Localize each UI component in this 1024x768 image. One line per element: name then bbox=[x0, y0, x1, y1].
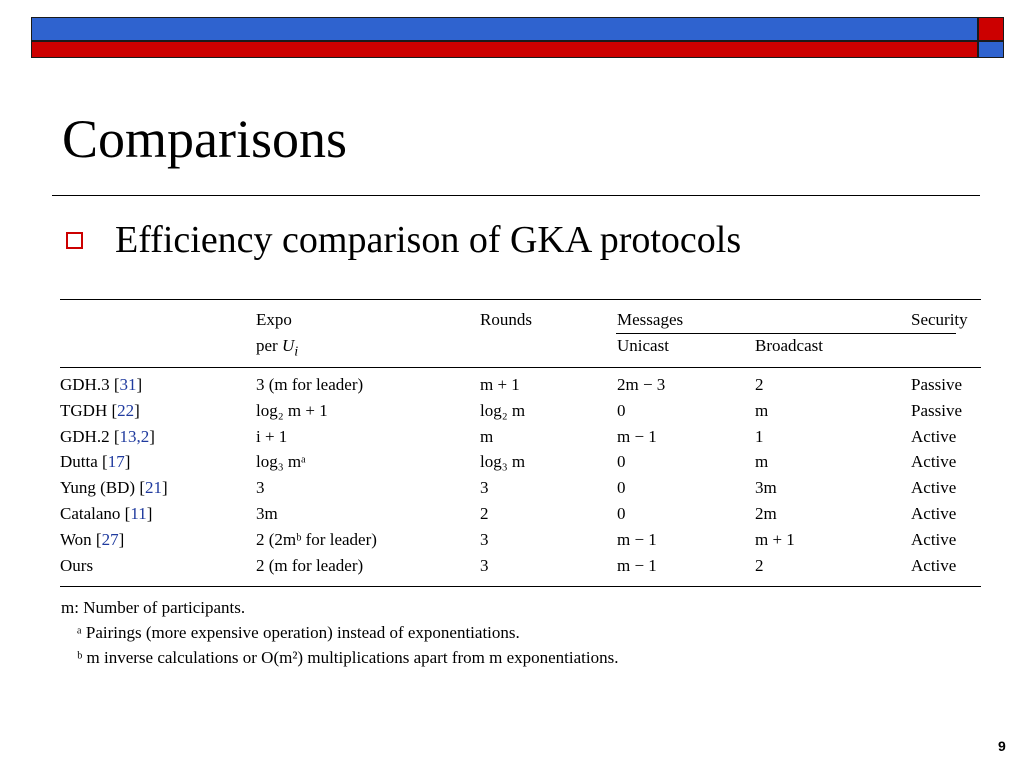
row-unicast: 0 bbox=[617, 400, 626, 420]
reference-link[interactable]: 11 bbox=[130, 504, 147, 523]
row-rounds: 3 bbox=[480, 529, 489, 549]
row-broadcast: m + 1 bbox=[755, 529, 795, 549]
row-expo: 2 (2mᵇ for leader) bbox=[256, 529, 377, 549]
row-unicast: 0 bbox=[617, 504, 626, 523]
footnote-a: ᵃ Pairings (more expensive operation) in… bbox=[77, 623, 520, 642]
protocol-bracket: ] bbox=[134, 400, 140, 420]
row-broadcast: 2 bbox=[755, 375, 764, 394]
row-broadcast: 3m bbox=[755, 478, 777, 498]
protocol-bracket: ] bbox=[162, 478, 168, 498]
protocol-name: GDH.3 [ bbox=[60, 375, 120, 394]
footnote-m: m: Number of participants. bbox=[61, 598, 246, 617]
row-rounds: log₃ m bbox=[480, 452, 526, 472]
protocol-bracket: ] bbox=[136, 375, 143, 394]
header-expo-sub-prefix: per bbox=[256, 336, 282, 355]
table-bottom-rule bbox=[60, 586, 981, 587]
row-expo: log₃ mᵃ bbox=[256, 452, 306, 472]
row-unicast: m − 1 bbox=[617, 529, 657, 549]
row-security: Active bbox=[911, 504, 957, 523]
header-expo-sub: per Ui bbox=[256, 336, 298, 361]
reference-link[interactable]: 17 bbox=[107, 452, 125, 472]
row-security: Active bbox=[911, 452, 957, 472]
header-bar-red bbox=[31, 41, 978, 58]
header-square-red bbox=[978, 17, 1004, 41]
header-security: Security bbox=[911, 310, 968, 329]
row-unicast: m − 1 bbox=[617, 426, 657, 446]
header-square-blue bbox=[978, 41, 1004, 58]
row-protocol: GDH.3 [31] bbox=[60, 375, 142, 395]
row-rounds: 3 bbox=[480, 555, 489, 575]
protocol-name: Won [ bbox=[60, 529, 102, 549]
row-protocol: Yung (BD) [21] bbox=[60, 478, 168, 498]
header-expo-sub-index: i bbox=[294, 343, 299, 360]
protocol-bracket: ] bbox=[118, 529, 125, 549]
row-broadcast: 2m bbox=[755, 504, 777, 523]
row-security: Active bbox=[911, 426, 957, 446]
row-broadcast: m bbox=[755, 400, 769, 420]
header-expo: Expo bbox=[256, 310, 292, 329]
row-unicast: m − 1 bbox=[617, 555, 657, 575]
row-security: Active bbox=[911, 478, 957, 498]
header-bar-blue bbox=[31, 17, 978, 41]
row-broadcast: 1 bbox=[755, 426, 764, 446]
row-unicast: 2m − 3 bbox=[617, 375, 666, 394]
protocol-name: Ours bbox=[60, 555, 94, 575]
row-expo: 3m bbox=[256, 504, 278, 523]
row-expo: log₂ m + 1 bbox=[256, 400, 328, 420]
header-rounds: Rounds bbox=[480, 310, 532, 329]
row-rounds: m + 1 bbox=[480, 375, 520, 394]
protocol-name: GDH.2 [ bbox=[60, 426, 120, 446]
row-expo: i + 1 bbox=[256, 426, 288, 446]
row-rounds: 2 bbox=[480, 504, 489, 523]
header-expo-sub-var: U bbox=[281, 336, 295, 355]
messages-underline bbox=[616, 333, 956, 334]
header-broadcast: Broadcast bbox=[755, 336, 823, 355]
row-expo: 3 (m for leader) bbox=[256, 375, 364, 394]
slide-title: Comparisons bbox=[62, 109, 348, 169]
row-security: Active bbox=[911, 555, 957, 575]
row-protocol: Ours bbox=[60, 556, 93, 576]
header-messages: Messages bbox=[617, 310, 684, 329]
row-protocol: TGDH [22] bbox=[60, 401, 140, 421]
protocol-name: Catalano [ bbox=[60, 504, 131, 523]
footnote-b: ᵇ m inverse calculations or O(m²) multip… bbox=[77, 648, 619, 667]
reference-link[interactable]: 31 bbox=[119, 375, 137, 394]
row-protocol: GDH.2 [13,2] bbox=[60, 427, 155, 447]
protocol-name: Dutta [ bbox=[60, 452, 108, 472]
table-top-rule bbox=[60, 299, 981, 300]
reference-link[interactable]: 13,2 bbox=[119, 426, 150, 446]
reference-link[interactable]: 27 bbox=[101, 529, 119, 549]
header-unicast: Unicast bbox=[617, 336, 669, 355]
page-number: 9 bbox=[998, 738, 1006, 754]
title-divider bbox=[52, 195, 980, 196]
row-broadcast: m bbox=[755, 452, 769, 472]
row-unicast: 0 bbox=[617, 478, 626, 498]
row-protocol: Catalano [11] bbox=[60, 504, 152, 524]
row-security: Passive bbox=[911, 400, 962, 420]
row-protocol: Won [27] bbox=[60, 530, 124, 550]
protocol-bracket: ] bbox=[146, 504, 153, 523]
row-broadcast: 2 bbox=[755, 555, 764, 575]
row-rounds: m bbox=[480, 426, 494, 446]
row-rounds: log₂ m bbox=[480, 400, 526, 420]
row-unicast: 0 bbox=[617, 452, 626, 472]
bullet-square-icon bbox=[66, 232, 83, 249]
row-expo: 3 bbox=[256, 478, 265, 498]
row-security: Passive bbox=[911, 375, 962, 394]
protocol-bracket: ] bbox=[149, 426, 155, 446]
row-protocol: Dutta [17] bbox=[60, 452, 130, 472]
reference-link[interactable]: 22 bbox=[117, 400, 135, 420]
table-header-rule bbox=[60, 367, 981, 368]
protocol-bracket: ] bbox=[124, 452, 131, 472]
reference-link[interactable]: 21 bbox=[145, 478, 162, 498]
row-expo: 2 (m for leader) bbox=[256, 555, 364, 575]
bullet-text: Efficiency comparison of GKA protocols bbox=[115, 219, 742, 261]
row-security: Active bbox=[911, 529, 957, 549]
protocol-name: Yung (BD) [ bbox=[60, 478, 145, 498]
protocol-name: TGDH [ bbox=[60, 400, 118, 420]
footnotes: m: Number of participants. ᵃ Pairings (m… bbox=[61, 595, 618, 670]
row-rounds: 3 bbox=[480, 478, 489, 498]
